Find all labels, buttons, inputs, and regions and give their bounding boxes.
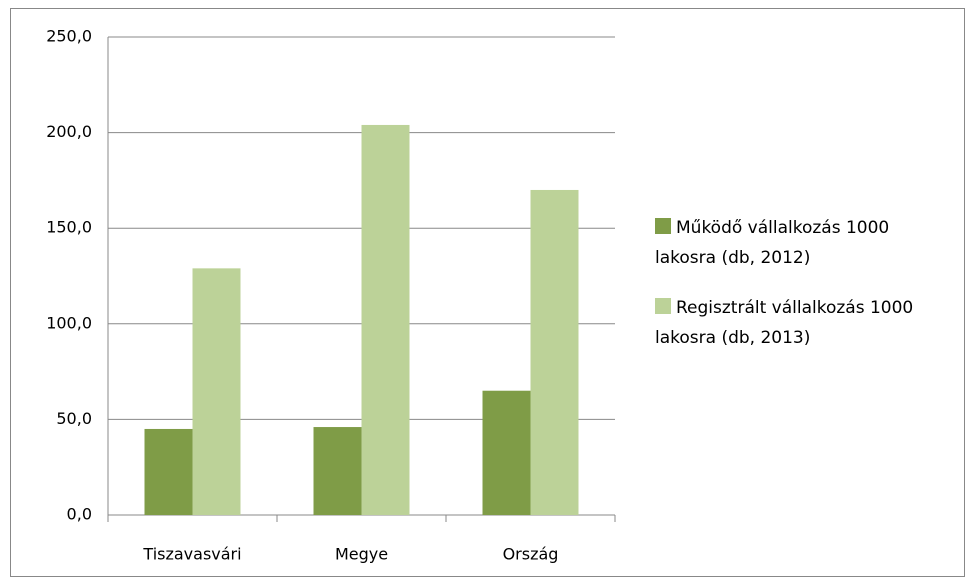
bar xyxy=(192,268,241,515)
y-tick-label: 100,0 xyxy=(46,313,92,332)
bar xyxy=(144,428,193,515)
y-tick-label: 150,0 xyxy=(46,218,92,237)
y-tick-label: 50,0 xyxy=(56,409,92,428)
legend-item: Működő vállalkozás 1000 lakosra (db, 201… xyxy=(655,213,945,273)
legend-swatch xyxy=(655,298,671,314)
bar xyxy=(530,189,579,515)
y-tick-label: 250,0 xyxy=(46,27,92,46)
x-tick-label: Tiszavasvári xyxy=(142,545,241,564)
legend-swatch xyxy=(655,218,671,234)
y-tick-label: 200,0 xyxy=(46,122,92,141)
legend-label: Működő vállalkozás 1000 lakosra (db, 201… xyxy=(655,218,890,268)
x-tick-label: Megye xyxy=(335,545,388,564)
bar xyxy=(313,427,362,515)
legend-label: Regisztrált vállalkozás 1000 lakosra (db… xyxy=(655,298,914,348)
legend-item: Regisztrált vállalkozás 1000 lakosra (db… xyxy=(655,293,945,353)
x-tick-label: Ország xyxy=(503,545,559,564)
y-tick-label: 0,0 xyxy=(67,505,92,524)
bar xyxy=(361,124,410,516)
bar xyxy=(482,390,531,515)
